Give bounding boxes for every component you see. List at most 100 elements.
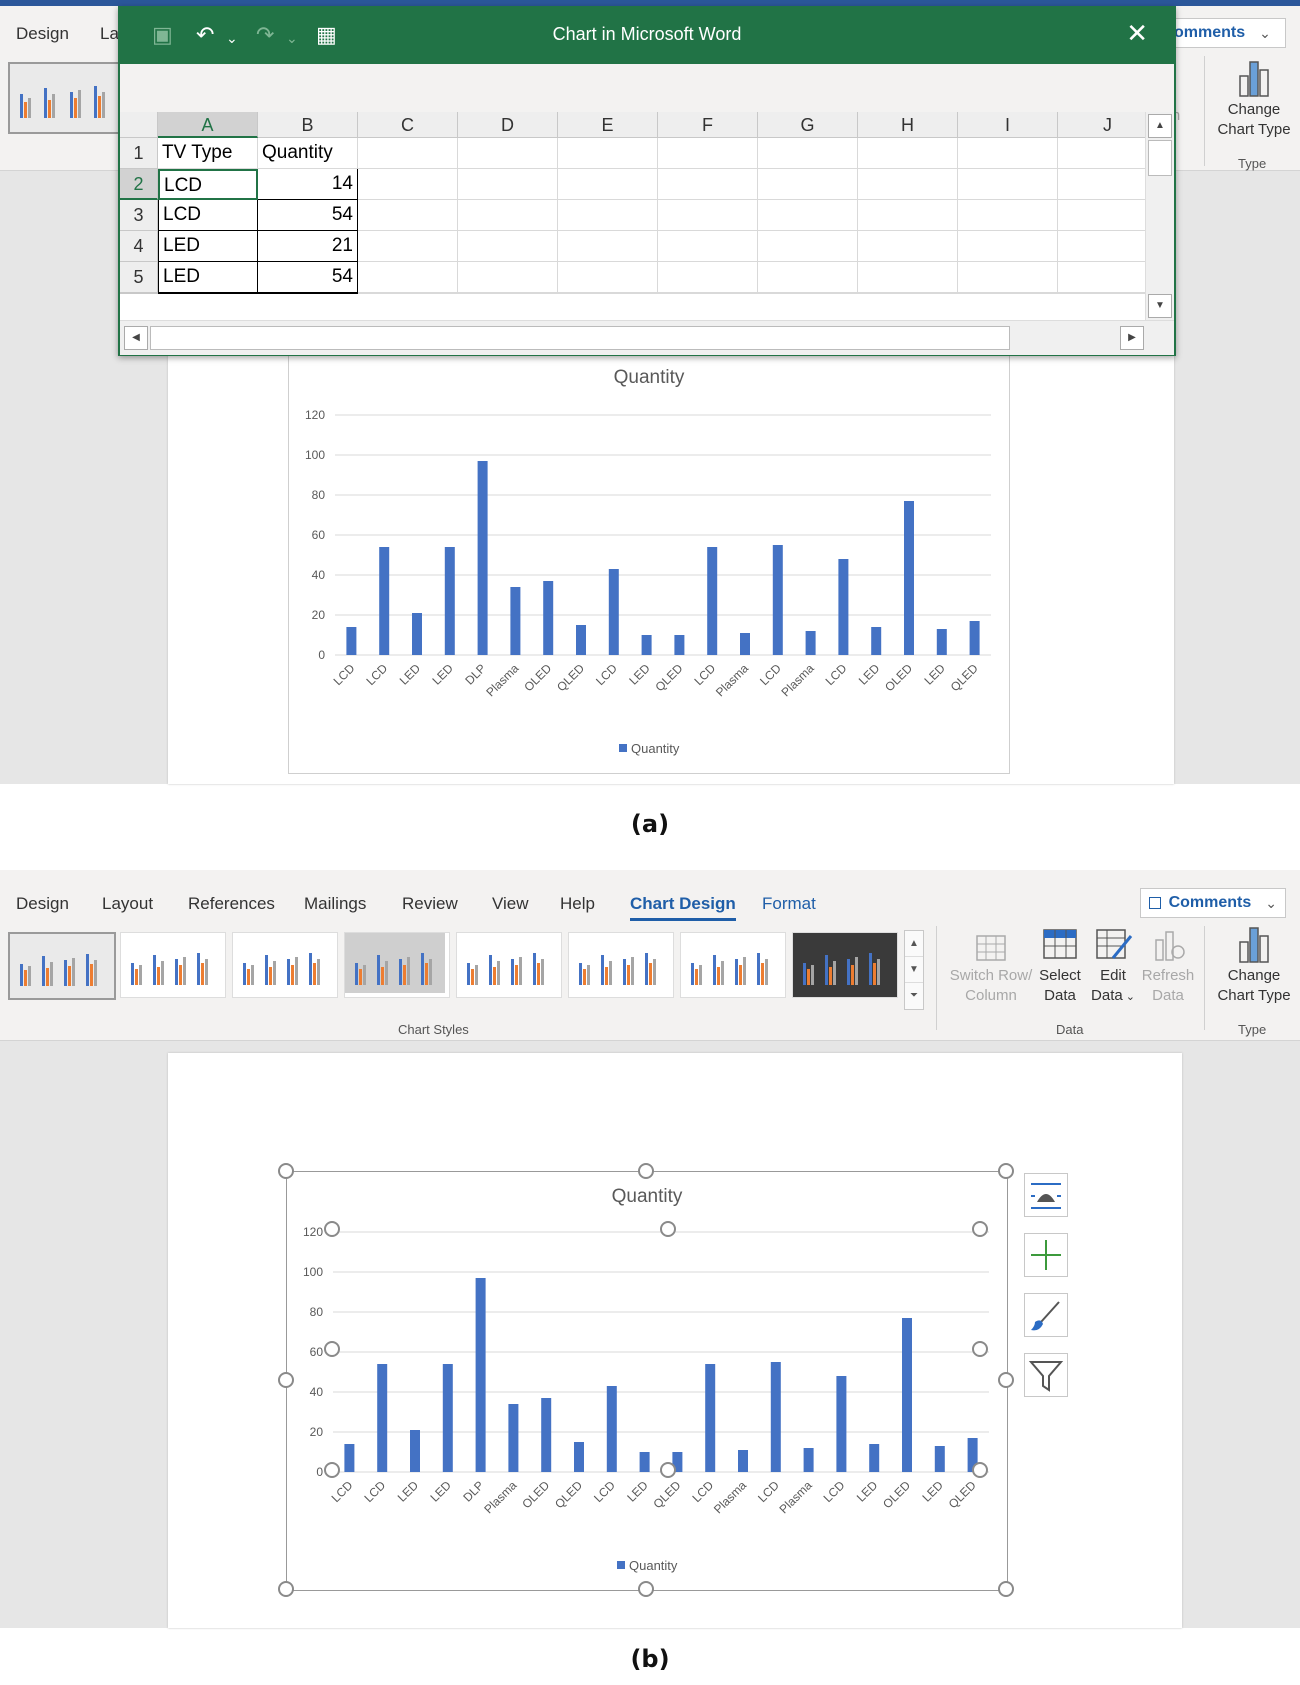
bar[interactable] xyxy=(410,1430,420,1472)
cell-empty[interactable] xyxy=(958,231,1058,262)
chart-title[interactable]: Quantity xyxy=(614,367,685,388)
resize-handle[interactable] xyxy=(660,1221,676,1237)
bar[interactable] xyxy=(936,629,947,655)
resize-handle[interactable] xyxy=(972,1221,988,1237)
resize-handle[interactable] xyxy=(638,1581,654,1597)
cell-quantity[interactable]: 21 xyxy=(258,231,358,262)
chart-style-thumb-8[interactable] xyxy=(792,932,898,998)
cell-empty[interactable] xyxy=(458,200,558,231)
cell-tv-type[interactable]: LCD xyxy=(158,169,258,200)
select-data-button[interactable]: Select Data xyxy=(1036,924,1084,1006)
cell-empty[interactable] xyxy=(658,169,758,200)
gallery-scroll[interactable]: ▲ ▼ ⏷ xyxy=(904,930,924,1010)
cell-empty[interactable] xyxy=(658,231,758,262)
bar[interactable] xyxy=(738,1450,748,1472)
change-chart-type-button[interactable]: Change Chart Type xyxy=(1208,58,1300,140)
undo-dropdown-icon[interactable]: ⌄ xyxy=(226,30,238,46)
chart-style-thumb-2[interactable] xyxy=(120,932,226,998)
bar[interactable] xyxy=(541,1398,552,1472)
cell-empty[interactable] xyxy=(558,169,658,200)
cell-empty[interactable] xyxy=(458,293,558,294)
cell-empty[interactable] xyxy=(758,262,858,293)
scroll-left-icon[interactable]: ◀ xyxy=(124,326,148,350)
tab-layout-partial[interactable]: La xyxy=(100,24,119,43)
chart-style-thumb-3[interactable] xyxy=(232,932,338,998)
cell-empty[interactable] xyxy=(1058,200,1158,231)
cell-empty[interactable] xyxy=(858,169,958,200)
cell-empty[interactable] xyxy=(1058,231,1158,262)
hscroll-thumb[interactable] xyxy=(150,326,1010,350)
resize-handle[interactable] xyxy=(998,1163,1014,1179)
cell-empty[interactable] xyxy=(658,262,758,293)
cell-empty[interactable] xyxy=(358,262,458,293)
resize-handle[interactable] xyxy=(638,1163,654,1179)
chart-style-thumb-6[interactable] xyxy=(568,932,674,998)
gallery-more-icon[interactable]: ⏷ xyxy=(910,990,918,1001)
bar[interactable] xyxy=(672,1452,683,1472)
bar[interactable] xyxy=(379,547,390,655)
cell-quantity[interactable]: 54 xyxy=(258,200,358,231)
cell-empty[interactable] xyxy=(458,231,558,262)
bar[interactable] xyxy=(477,461,488,655)
column-header-i[interactable]: I xyxy=(958,112,1058,138)
bar[interactable] xyxy=(574,1442,584,1472)
legend-label[interactable]: Quantity xyxy=(629,1558,678,1573)
bar[interactable] xyxy=(967,1438,978,1472)
cell-empty[interactable] xyxy=(758,293,858,294)
cell-tv-type[interactable]: LED xyxy=(158,231,258,262)
cell-empty[interactable] xyxy=(1058,138,1158,169)
bar[interactable] xyxy=(346,627,357,655)
resize-handle[interactable] xyxy=(278,1581,294,1597)
chart-style-thumb-1[interactable] xyxy=(8,932,116,1000)
cell-empty[interactable] xyxy=(458,138,558,169)
tab-design[interactable]: Design xyxy=(16,24,69,43)
bar[interactable] xyxy=(674,635,685,655)
vertical-scrollbar[interactable]: ▲ ▼ xyxy=(1145,112,1174,320)
column-header-d[interactable]: D xyxy=(458,112,558,138)
bar[interactable] xyxy=(576,625,586,655)
bar[interactable] xyxy=(705,1364,716,1472)
edit-data-button[interactable]: Edit Data ⌄ xyxy=(1088,924,1138,1007)
scroll-thumb[interactable] xyxy=(1148,140,1172,176)
bar[interactable] xyxy=(934,1446,945,1472)
legend-label[interactable]: Quantity xyxy=(631,741,680,756)
cell-quantity[interactable]: Quantity xyxy=(258,138,358,169)
tab-review[interactable]: Review xyxy=(402,894,458,913)
horizontal-scrollbar[interactable]: ◀ ▶ xyxy=(120,320,1174,355)
bar[interactable] xyxy=(442,1364,453,1472)
resize-handle[interactable] xyxy=(998,1581,1014,1597)
cell-empty[interactable] xyxy=(658,200,758,231)
tab-references[interactable]: References xyxy=(188,894,275,913)
close-icon[interactable]: ✕ xyxy=(1126,18,1148,48)
cell-quantity[interactable]: 54 xyxy=(258,262,358,293)
cell-tv-type[interactable]: TV Type xyxy=(158,138,258,169)
cell-empty[interactable] xyxy=(858,138,958,169)
cell-empty[interactable] xyxy=(558,138,658,169)
cell-empty[interactable] xyxy=(558,293,658,294)
bar[interactable] xyxy=(475,1278,486,1472)
cell-empty[interactable] xyxy=(658,293,758,294)
cell-empty[interactable] xyxy=(558,231,658,262)
save-icon[interactable]: ▣ xyxy=(152,22,173,47)
cell-empty[interactable] xyxy=(958,200,1058,231)
cell-empty[interactable] xyxy=(858,293,958,294)
chart-area-a[interactable]: Quantity 0 20 40 60 80 100 120 LCD LCD LED LED DLP Pl… xyxy=(288,352,1010,774)
cell-empty[interactable] xyxy=(458,262,558,293)
cell-empty[interactable] xyxy=(1058,293,1158,294)
column-header-h[interactable]: H xyxy=(858,112,958,138)
cell-empty[interactable] xyxy=(358,138,458,169)
cell-empty[interactable] xyxy=(1058,169,1158,200)
cell-empty[interactable] xyxy=(958,138,1058,169)
edit-in-excel-icon[interactable]: ▦ xyxy=(316,22,337,47)
row-header[interactable]: 4 xyxy=(120,231,158,262)
cell-empty[interactable] xyxy=(958,169,1058,200)
bar[interactable] xyxy=(608,569,619,655)
layout-options-button[interactable] xyxy=(1024,1173,1068,1217)
cell-empty[interactable] xyxy=(858,262,958,293)
bar[interactable] xyxy=(377,1364,388,1472)
row-header[interactable]: 3 xyxy=(120,200,158,231)
cell-empty[interactable] xyxy=(758,138,858,169)
cell-tv-type[interactable]: DLP xyxy=(158,293,258,294)
resize-handle[interactable] xyxy=(324,1221,340,1237)
tab-view[interactable]: View xyxy=(492,894,529,913)
